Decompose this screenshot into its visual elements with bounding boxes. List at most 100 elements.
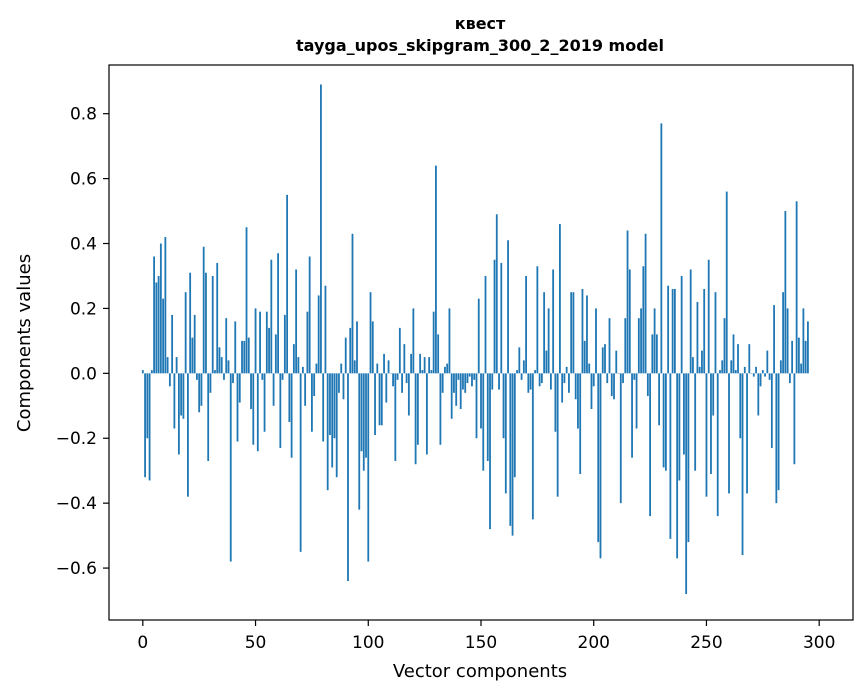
bar — [628, 269, 631, 374]
bar — [707, 259, 710, 374]
bar — [425, 373, 428, 455]
bar — [162, 298, 165, 374]
bar — [259, 311, 261, 374]
bar — [577, 373, 579, 429]
bar — [473, 373, 476, 380]
bar — [261, 373, 264, 380]
bar — [405, 373, 408, 384]
bar — [207, 373, 210, 461]
x-axis: 0 50 100 150 200 250 300 — [137, 620, 835, 653]
bar — [624, 318, 627, 374]
x-tick-label: 150 — [465, 633, 497, 653]
bar — [644, 233, 647, 374]
bar — [552, 269, 555, 374]
bar — [651, 334, 654, 374]
bar — [439, 373, 442, 445]
bar — [581, 288, 584, 374]
bar — [588, 363, 591, 374]
bar — [786, 308, 789, 374]
bar — [484, 275, 487, 374]
bar — [613, 373, 615, 400]
bar — [380, 373, 383, 426]
bar — [403, 344, 406, 374]
bar — [752, 373, 755, 377]
bar — [401, 373, 403, 393]
bar — [428, 357, 431, 374]
bar — [516, 370, 518, 374]
bar — [277, 253, 279, 374]
bar — [653, 308, 656, 374]
bar — [229, 373, 232, 562]
bar — [680, 275, 683, 374]
bar — [664, 373, 667, 471]
bar — [407, 373, 410, 416]
bar — [784, 211, 787, 374]
y-axis-label: Components values — [14, 254, 35, 432]
bar — [807, 321, 809, 374]
bar — [184, 292, 187, 374]
bar — [626, 230, 629, 374]
bar — [448, 308, 451, 374]
plot-frame — [108, 64, 854, 621]
bar — [529, 373, 532, 390]
bar — [353, 360, 356, 374]
bar — [489, 373, 491, 530]
bar — [279, 373, 282, 448]
bar — [543, 292, 546, 374]
bar — [669, 373, 672, 539]
bar — [455, 373, 458, 406]
bar — [234, 321, 237, 374]
bar — [565, 366, 568, 374]
bar — [531, 373, 534, 520]
bar — [209, 373, 212, 393]
bar — [315, 363, 318, 374]
bar — [180, 373, 183, 416]
bar — [159, 243, 162, 374]
bar — [446, 363, 449, 374]
bar — [238, 373, 241, 403]
bar — [592, 373, 595, 387]
bar — [205, 272, 207, 374]
bar — [290, 373, 293, 458]
bar — [662, 373, 665, 468]
bar — [329, 373, 331, 435]
bar — [220, 357, 223, 374]
bar — [189, 272, 192, 374]
y-tick-label: 0.2 — [70, 299, 97, 319]
bar — [193, 314, 196, 374]
bar — [734, 370, 737, 374]
bar — [333, 373, 336, 439]
bar — [705, 373, 708, 497]
bar — [655, 334, 658, 374]
bar — [507, 240, 509, 374]
bar — [414, 373, 417, 465]
bar — [696, 301, 699, 374]
bar — [385, 373, 388, 403]
bar — [412, 308, 415, 374]
bar — [182, 373, 185, 419]
bar — [416, 373, 419, 445]
bar — [211, 275, 214, 374]
bar — [633, 373, 636, 380]
bar — [331, 373, 334, 468]
bar — [723, 318, 726, 374]
bar — [802, 308, 805, 374]
bar — [281, 373, 284, 380]
bar — [297, 357, 300, 374]
bar — [667, 285, 670, 374]
bar — [270, 259, 273, 374]
bar — [493, 259, 496, 374]
bar — [482, 373, 485, 471]
bar — [378, 373, 381, 426]
bar — [365, 373, 367, 458]
bar — [157, 275, 160, 374]
bar — [646, 373, 649, 397]
bar — [218, 347, 221, 374]
bar — [545, 350, 548, 374]
bar — [286, 194, 289, 374]
bar — [504, 373, 507, 494]
bar — [619, 373, 622, 504]
bar — [793, 373, 796, 465]
bar — [168, 373, 171, 387]
bar — [141, 370, 144, 374]
